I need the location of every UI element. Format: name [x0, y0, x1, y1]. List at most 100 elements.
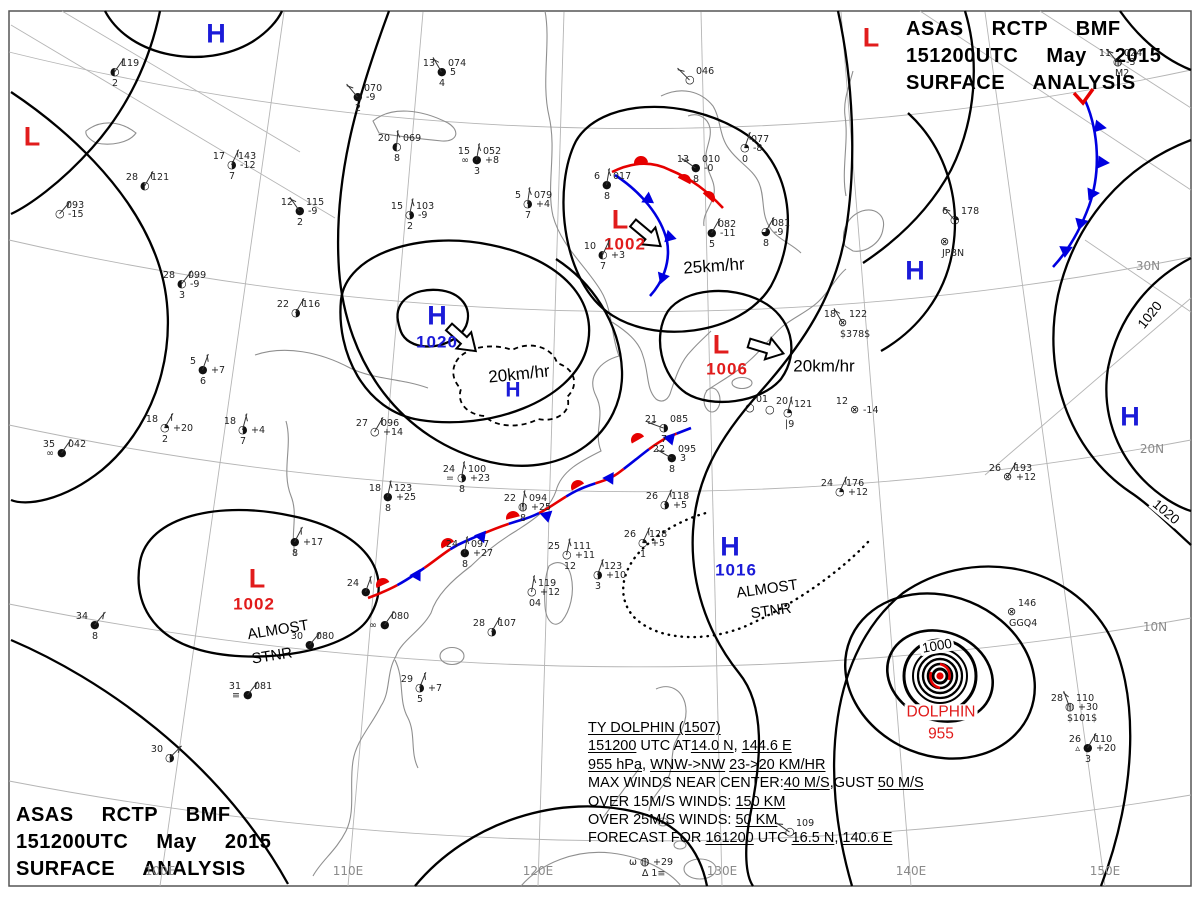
station-value: -15 [68, 209, 84, 220]
typhoon-info-text: 16.5 N [791, 830, 835, 847]
title-block-top-right: ASAS RCTP BMF 151200UTC May 2015 SURFACE… [906, 18, 1186, 99]
station-value: 24 [820, 478, 833, 489]
station-value: 5 [709, 239, 716, 250]
station-value: 28 [162, 270, 175, 281]
station-value: 046 [696, 66, 715, 77]
station-value: 128 [649, 529, 668, 540]
station-value: 111 [573, 541, 592, 552]
station-value: 21 [644, 414, 657, 425]
station-value: 081 [254, 681, 273, 692]
station-value: 042 [68, 439, 87, 450]
station-value: -9 [774, 227, 784, 238]
station-value: 079 [534, 190, 553, 201]
typhoon-info-text: FORECAST FOR [588, 830, 706, 847]
pressure-center-l: L [611, 204, 629, 235]
station-value: 143 [238, 151, 257, 162]
station-value: 15 [390, 201, 403, 212]
typhoon-info-text: 23->20 KM/HR [729, 756, 826, 773]
station-value: 070 [364, 83, 383, 94]
station-value: +10 [606, 570, 627, 581]
station-value: 7 [600, 261, 607, 272]
station-value: 119 [538, 578, 557, 589]
annotation-text: 20km/hr [793, 356, 855, 376]
station-value: 2 [355, 103, 362, 114]
station-value: 8 [669, 464, 676, 475]
station-value: 12 [564, 561, 577, 572]
typhoon-info-line: MAX WINDS NEAR CENTER:40 M/S,GUST 50 M/S [588, 774, 924, 792]
chart-type-line: SURFACE ANALYSIS [16, 858, 246, 880]
typhoon-info-line: OVER 25M/S WINDS: 50 KM [588, 811, 924, 829]
station-value: 35 [42, 439, 55, 450]
station-value: -11 [720, 228, 736, 239]
station-value: 6 [593, 171, 600, 182]
station-value: +23 [470, 473, 491, 484]
typhoon-info-text: , [733, 738, 742, 755]
station-value: 103 [416, 201, 435, 212]
station-value: 18 [145, 414, 158, 425]
station-value: 8 [462, 559, 469, 570]
station-value: 176 [846, 478, 865, 489]
typhoon-info-text: 40 M/S [783, 775, 830, 792]
arrow-low-north [628, 218, 662, 248]
station-value: 052 [483, 146, 502, 157]
typhoon-symbol [929, 662, 951, 690]
station-symbol: ⊗ [1007, 605, 1017, 618]
typhoon-info-text: , [834, 830, 843, 847]
isobar-value-label: 1020 [1134, 297, 1166, 333]
station-value: +14 [383, 427, 404, 438]
station-value: 7 [240, 436, 247, 447]
station-value: +5 [651, 538, 666, 549]
typhoon-info-text: 150 KM [735, 793, 786, 810]
typhoon-info: TY DOLPHIN (1507) 151200 UTC AT14.0 N, 14… [588, 719, 924, 848]
station-value: +12 [540, 587, 561, 598]
station-value: 093 [66, 200, 85, 211]
station-value: +27 [473, 548, 494, 559]
station-value: 110 [1076, 693, 1095, 704]
station-value: 077 [751, 134, 770, 145]
station-value: -12 [240, 160, 256, 171]
station-value: 5 [514, 190, 521, 201]
typhoon-info-text: 161200 [705, 830, 754, 847]
station-value: -9 [418, 210, 428, 221]
station-symbol: ○ [765, 403, 775, 416]
station-value: -14 [863, 405, 879, 416]
station-value: 5 [417, 694, 424, 705]
station-value: 7 [229, 171, 236, 182]
typhoon-info-line: TY DOLPHIN (1507) [588, 719, 924, 737]
title-block-bottom-left: ASAS RCTP BMF 151200UTC May 2015 SURFACE… [16, 804, 296, 885]
pressure-value: 1006 [706, 359, 748, 379]
pressure-value: 1016 [715, 560, 757, 580]
station-value: +3 [611, 250, 626, 261]
typhoon-info-text: 151200 [588, 738, 637, 755]
station-value: ▵ [1075, 743, 1080, 754]
station-value: 2 [297, 217, 304, 228]
station-value: 11 [1098, 48, 1111, 59]
station-value: 30 [290, 631, 303, 642]
coastlines [85, 10, 885, 887]
station-value: 096 [381, 418, 400, 429]
station-value: 107 [498, 618, 517, 629]
warm-front-symbols [376, 433, 645, 588]
typhoon-info-text: 50 M/S [877, 775, 924, 792]
station-value: 121 [794, 399, 813, 410]
station-value: 069 [403, 133, 422, 144]
station-value: 010 [702, 154, 721, 165]
chart-title-line: ASAS RCTP BMF [906, 18, 1121, 40]
arrow-high-1020 [444, 322, 478, 353]
typhoon-info-text: OVER 15M/S WINDS: [588, 793, 736, 810]
station-value: 119 [121, 58, 140, 69]
station-value: 8 [459, 484, 466, 495]
station-value: +12 [1016, 472, 1037, 483]
station-value: -9 [190, 279, 200, 290]
station-value: 8 [394, 153, 401, 164]
station-value: 8 [604, 191, 611, 202]
pressure-center-l: L [23, 121, 41, 152]
station-value: 2 [162, 434, 169, 445]
pressure-center-h: H [1120, 401, 1140, 432]
station-value: ∆ 1≡ [642, 868, 666, 879]
station-value: 12 [280, 197, 293, 208]
station-value: $101$ [1067, 713, 1098, 724]
station-value: 26 [645, 491, 658, 502]
station-value: +17 [303, 537, 324, 548]
